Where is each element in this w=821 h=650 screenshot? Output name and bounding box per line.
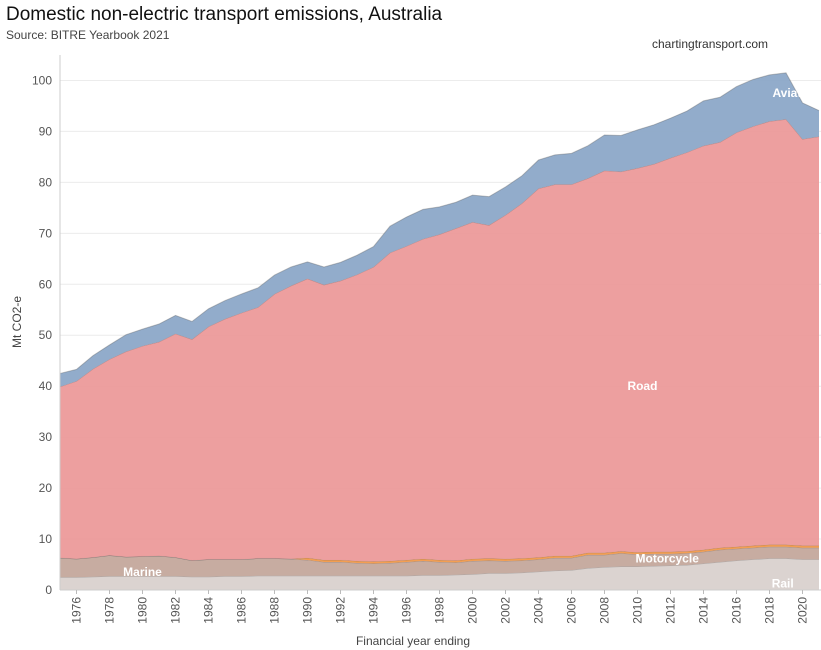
x-tick-label: 2010 xyxy=(631,597,645,624)
y-tick-label: 50 xyxy=(39,328,53,342)
y-tick-label: 60 xyxy=(39,277,53,291)
y-tick-label: 90 xyxy=(39,124,53,138)
x-tick-label: 2004 xyxy=(532,597,546,624)
x-tick-label: 2012 xyxy=(664,597,678,624)
x-tick-label: 1980 xyxy=(136,597,150,624)
x-tick-label: 2014 xyxy=(697,597,711,624)
x-tick-label: 2020 xyxy=(796,597,810,624)
y-tick-label: 30 xyxy=(39,430,53,444)
area-road xyxy=(60,119,819,562)
area-marine xyxy=(60,546,819,578)
x-tick-label: 1978 xyxy=(103,597,117,624)
x-tick-label: 2008 xyxy=(598,597,612,624)
area-edge-aviation xyxy=(59,72,820,374)
series-label-motorcycle: Motorcycle xyxy=(636,551,700,565)
x-tick-label: 1982 xyxy=(169,597,183,624)
chart-credit: chartingtransport.com xyxy=(652,37,769,51)
y-axis-title: Mt CO2-e xyxy=(10,296,24,348)
x-tick-label: 1976 xyxy=(70,597,84,624)
series-labels: Aviation Road Motorcycle Marine Rail xyxy=(123,86,819,590)
x-axis-title: Financial year ending xyxy=(356,634,470,648)
y-tick-label: 0 xyxy=(45,583,52,597)
x-tick-label: 1994 xyxy=(367,597,381,624)
x-tick-label: 1984 xyxy=(202,597,216,624)
x-tick-label: 2006 xyxy=(565,597,579,624)
area-motorcycle xyxy=(60,544,819,564)
y-tick-label: 40 xyxy=(39,379,53,393)
x-tick-label: 2002 xyxy=(499,597,513,624)
y-tick-label: 80 xyxy=(39,175,53,189)
x-tick-label: 1998 xyxy=(433,597,447,624)
y-tick-labels: 0 10 20 30 40 50 60 70 80 90 100 xyxy=(32,73,52,597)
x-tick-label: 1992 xyxy=(334,597,348,624)
y-tick-label: 100 xyxy=(32,73,52,87)
area-aviation xyxy=(60,72,819,387)
axes xyxy=(59,55,821,591)
y-tick-label: 70 xyxy=(39,226,53,240)
area-series xyxy=(59,72,820,590)
x-tick-label: 2018 xyxy=(763,597,777,624)
x-tick-label: 1996 xyxy=(400,597,414,624)
x-tick-label: 1986 xyxy=(235,597,249,624)
series-label-road: Road xyxy=(627,379,657,393)
x-tick-labels: 1976 1978 1980 1982 1984 1986 1988 1990 1992 1994… xyxy=(70,590,810,624)
x-tick-label: 2000 xyxy=(466,597,480,624)
series-label-rail: Rail xyxy=(772,576,794,590)
chart-title: Domestic non-electric transport emission… xyxy=(6,4,443,25)
y-tick-label: 20 xyxy=(39,481,53,495)
y-tick-label: 10 xyxy=(39,532,53,546)
x-tick-label: 1990 xyxy=(301,597,315,624)
x-tick-label: 1988 xyxy=(268,597,282,624)
area-rail xyxy=(60,558,819,590)
chart-subtitle: Source: BITRE Yearbook 2021 xyxy=(6,28,170,42)
x-tick-label: 2016 xyxy=(730,597,744,624)
series-label-aviation: Aviation xyxy=(772,86,819,100)
series-label-marine: Marine xyxy=(123,565,162,579)
